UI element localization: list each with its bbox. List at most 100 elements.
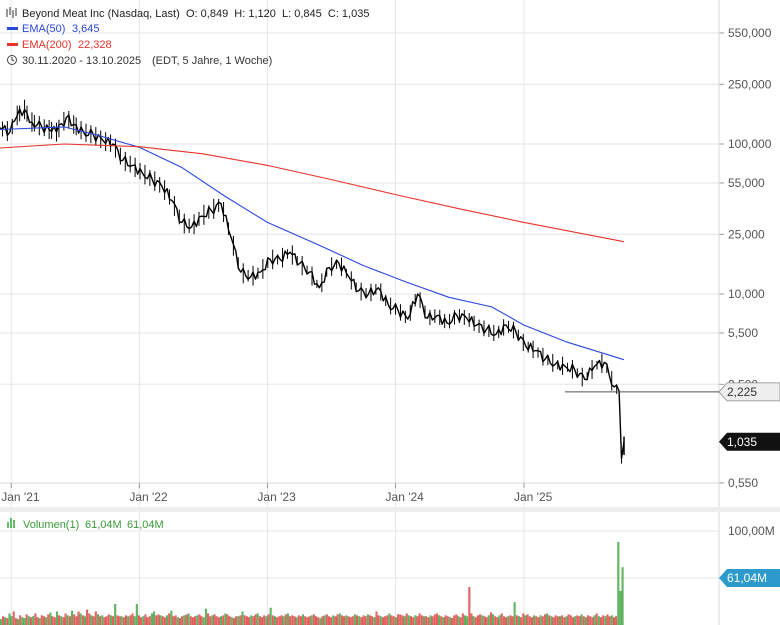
volume-bar [40, 615, 43, 625]
ema50-label[interactable]: EMA(50) [22, 23, 65, 35]
volume-bar [196, 615, 199, 625]
volume-bar [457, 616, 460, 625]
volume-bar [470, 613, 473, 625]
volume-bar [79, 613, 82, 625]
volume-bar [438, 615, 441, 625]
volume-bar [183, 615, 186, 625]
volume-bar [295, 617, 298, 625]
volume-bar [94, 611, 97, 625]
volume-bar [397, 614, 400, 625]
volume-bar [81, 615, 84, 625]
volume-bar [358, 616, 361, 625]
volume-bar [142, 616, 145, 625]
volume-bar [377, 615, 380, 625]
volume-bar [194, 616, 197, 625]
volume-bar [485, 617, 488, 625]
volume-bar [546, 613, 549, 625]
volume-bar [530, 617, 533, 625]
volume-value-2: 61,04M [127, 519, 164, 531]
instrument-name[interactable]: Beyond Meat Inc (Nasdaq, Last) [22, 8, 180, 20]
volume-bar [565, 616, 568, 625]
volume-bar [88, 613, 91, 625]
volume-bar [548, 615, 551, 625]
volume-bar [53, 617, 56, 625]
volume-label[interactable]: Volumen(1) [23, 519, 79, 531]
volume-bar [483, 616, 486, 625]
volume-bar [276, 617, 279, 625]
volume-bar [49, 612, 52, 625]
volume-bar [563, 617, 566, 625]
time-tick-label: Jan '22 [129, 490, 168, 504]
volume-bar [269, 607, 272, 625]
volume-bar [466, 616, 469, 625]
volume-bar [176, 617, 179, 625]
volume-bar [237, 616, 240, 625]
date-range[interactable]: 30.11.2020 - 13.10.2025 [22, 55, 141, 67]
time-tick-label: Jan '24 [386, 490, 425, 504]
volume-bar [204, 608, 207, 625]
volume-bar [189, 616, 192, 625]
volume-bar [319, 618, 322, 625]
volume-bar [84, 616, 86, 625]
volume-bar [207, 613, 210, 625]
clock-icon [7, 55, 17, 65]
volume-bar [535, 616, 538, 625]
volume-bar [267, 614, 270, 625]
volume-bar [429, 615, 432, 625]
volume-bar [617, 541, 620, 625]
volume-bar [77, 611, 80, 625]
volume-bar [250, 615, 253, 625]
volume-bar [60, 616, 63, 625]
volume-bar [286, 613, 289, 625]
volume-bar [442, 617, 445, 625]
volume-bar [86, 609, 89, 625]
volume-bar [537, 617, 540, 625]
volume-bar [34, 613, 37, 625]
chart-type-icon[interactable] [6, 7, 17, 18]
volume-bar [0, 619, 2, 625]
volume-bar [405, 613, 408, 625]
time-tick-label: Jan '25 [514, 490, 553, 504]
ema50-value: 3,645 [72, 23, 100, 35]
volume-bar [155, 615, 158, 625]
volume-bar [148, 616, 151, 625]
volume-bar [435, 613, 438, 625]
volume-bar [591, 617, 594, 625]
volume-legend: Volumen(1) 61,04M 61,04M [7, 518, 164, 531]
volume-bar [423, 616, 425, 625]
volume-bar [47, 614, 50, 625]
volume-bar [14, 618, 17, 625]
volume-bar [308, 616, 311, 625]
volume-bar [604, 616, 607, 625]
price-tick-label: 0,550 [728, 476, 758, 490]
volume-bar [64, 613, 67, 625]
ema200-label[interactable]: EMA(200) [22, 39, 72, 51]
volume-bar [278, 616, 281, 625]
volume-bar [615, 616, 618, 625]
volume-bar [297, 615, 300, 625]
time-tick-label: Jan '23 [257, 490, 296, 504]
volume-bar [209, 616, 212, 625]
volume-bar [414, 615, 417, 625]
volume-bar [200, 616, 203, 625]
volume-bar [226, 614, 229, 625]
volume-bar [515, 615, 518, 625]
volume-bar [315, 616, 317, 625]
volume-bar [543, 614, 546, 625]
volume-bar [228, 616, 231, 625]
volume-bar [386, 615, 389, 625]
volume-bar [416, 616, 419, 625]
volume-bar [55, 611, 58, 625]
volume-bar [392, 616, 395, 625]
volume-bar [220, 616, 223, 625]
ema200-swatch [7, 43, 18, 46]
volume-bar [453, 615, 456, 625]
volume-bar [524, 615, 527, 625]
volume-bar [526, 614, 529, 625]
volume-bar [500, 613, 503, 625]
volume-bar [507, 616, 510, 625]
panel-separator[interactable] [0, 507, 780, 512]
volume-bar [593, 615, 596, 625]
volume-bar [502, 616, 505, 625]
